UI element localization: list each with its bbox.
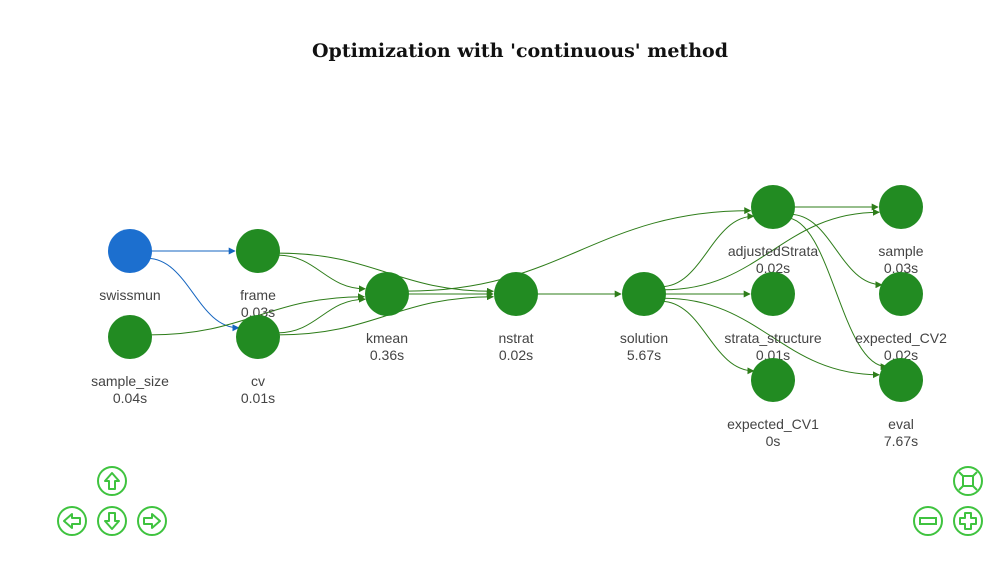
zoom-in-button[interactable]	[953, 506, 983, 536]
pan-down-button[interactable]	[97, 506, 127, 536]
edge-frame-to-kmean	[277, 254, 366, 293]
edge-kmean-to-adjustedStrata	[407, 207, 752, 292]
node-circle[interactable]	[494, 272, 538, 316]
zoom-out-icon	[919, 517, 937, 525]
node-circle[interactable]	[236, 315, 280, 359]
node-name: cv	[251, 373, 265, 389]
node-name: kmean	[366, 330, 408, 346]
edge-adjustedStrata-to-expected_CV2	[790, 213, 883, 289]
edge-solution-to-eval	[663, 297, 880, 379]
node-runtime: 0.02s	[884, 347, 918, 363]
pan-left-button[interactable]	[57, 506, 87, 536]
node-runtime: 0.01s	[756, 347, 790, 363]
node-swissmun[interactable]: swissmun	[99, 229, 161, 303]
node-name: adjustedStrata	[728, 243, 818, 259]
node-circle[interactable]	[879, 272, 923, 316]
edge-cv-to-kmean	[277, 295, 366, 334]
node-name: eval	[888, 416, 914, 432]
node-name: sample_size	[91, 373, 169, 389]
node-circle[interactable]	[622, 272, 666, 316]
diagram-title: Optimization with 'continuous' method	[312, 40, 728, 62]
node-circle[interactable]	[108, 315, 152, 359]
node-name: expected_CV2	[855, 330, 947, 346]
node-name: strata_structure	[724, 330, 821, 346]
node-runtime: 0.02s	[756, 260, 790, 276]
down-arrow-icon	[104, 512, 120, 530]
navigation-controls	[57, 466, 983, 536]
edge-adjustedStrata-to-eval	[785, 217, 888, 371]
node-name: expected_CV1	[727, 416, 819, 432]
node-runtime: 5.67s	[627, 347, 661, 363]
pan-up-button[interactable]	[97, 466, 127, 496]
edges-layer	[147, 203, 888, 379]
node-runtime: 0.01s	[241, 390, 275, 406]
node-circle[interactable]	[751, 272, 795, 316]
node-runtime: 0.02s	[499, 347, 533, 363]
node-runtime: 7.67s	[884, 433, 918, 449]
pan-right-button[interactable]	[137, 506, 167, 536]
node-circle[interactable]	[751, 358, 795, 402]
node-name: solution	[620, 330, 668, 346]
fit-screen-icon	[958, 471, 978, 491]
zoom-in-icon	[959, 512, 977, 530]
node-circle[interactable]	[879, 358, 923, 402]
node-name: nstrat	[498, 330, 533, 346]
node-name: frame	[240, 287, 276, 303]
node-name: swissmun	[99, 287, 160, 303]
node-runtime: 0.04s	[113, 390, 147, 406]
node-runtime: 0.03s	[241, 304, 275, 320]
nodes-layer: swissmunsample_size0.04sframe0.03scv0.01…	[91, 185, 947, 449]
node-circle[interactable]	[751, 185, 795, 229]
edge-solution-to-expected_CV1	[661, 300, 755, 375]
edge-solution-to-sample	[663, 208, 880, 291]
edge-solution-to-adjustedStrata	[661, 212, 755, 288]
node-circle[interactable]	[879, 185, 923, 229]
node-runtime: 0.03s	[884, 260, 918, 276]
left-arrow-icon	[63, 513, 81, 529]
node-runtime: 0.36s	[370, 347, 404, 363]
node-circle[interactable]	[236, 229, 280, 273]
fit-screen-button[interactable]	[953, 466, 983, 496]
node-name: sample	[878, 243, 923, 259]
zoom-out-button[interactable]	[913, 506, 943, 536]
node-cv[interactable]: cv0.01s	[236, 315, 280, 406]
node-circle[interactable]	[365, 272, 409, 316]
node-circle[interactable]	[108, 229, 152, 273]
up-arrow-icon	[104, 472, 120, 490]
node-runtime: 0s	[766, 433, 781, 449]
edge-swissmun-to-cv	[147, 257, 240, 332]
right-arrow-icon	[143, 513, 161, 529]
